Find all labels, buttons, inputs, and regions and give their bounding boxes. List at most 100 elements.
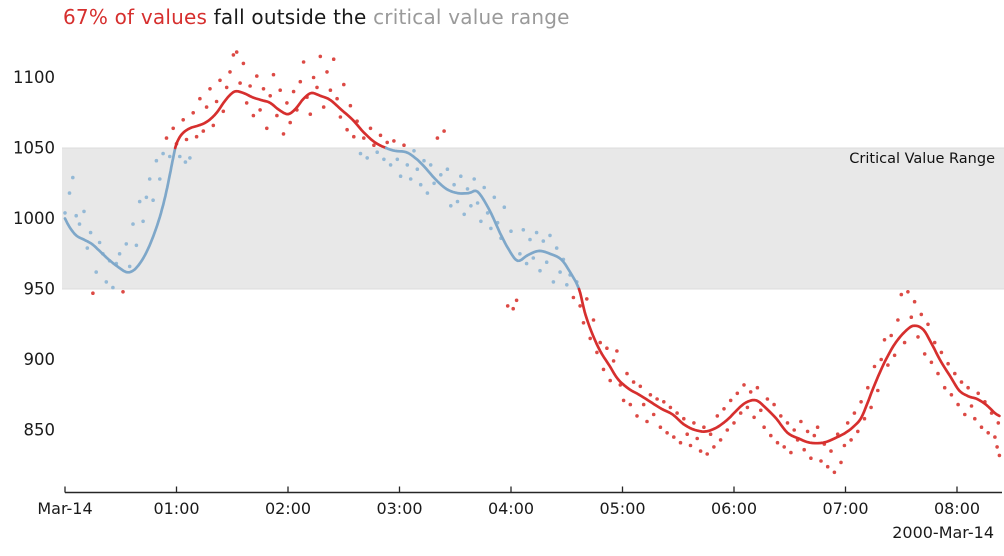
- scatter-point: [271, 72, 276, 77]
- scatter-point: [402, 143, 406, 147]
- scatter-point: [238, 81, 242, 85]
- trend-line-inside: [63, 146, 177, 274]
- scatter-point: [849, 438, 853, 442]
- scatter-point: [184, 137, 189, 142]
- scatter-point: [97, 240, 102, 245]
- scatter-point: [856, 429, 860, 434]
- scatter-point: [785, 421, 790, 425]
- scatter-point: [752, 415, 756, 420]
- scatter-point: [183, 160, 188, 164]
- scatter-point: [405, 163, 410, 167]
- scatter-point: [475, 201, 480, 205]
- scatter-point: [137, 199, 142, 204]
- scatter-point: [862, 416, 867, 421]
- scatter-point: [228, 70, 232, 74]
- y-tick-label: 1050: [13, 139, 55, 158]
- scatter-point: [872, 364, 877, 369]
- scatter-point: [725, 428, 730, 432]
- scatter-point: [435, 136, 440, 140]
- scatter-point: [164, 136, 169, 140]
- scatter-point: [154, 158, 159, 163]
- scatter-point: [942, 385, 947, 390]
- scatter-point: [548, 233, 552, 238]
- scatter-point: [198, 96, 202, 101]
- scatter-point: [732, 421, 736, 425]
- scatter-point: [211, 123, 216, 128]
- scatter-point: [261, 87, 266, 91]
- y-tick-label: 1000: [13, 209, 55, 228]
- scatter-point: [565, 283, 569, 287]
- scatter-point: [422, 158, 426, 163]
- x-tick-label: 03:00: [376, 499, 422, 518]
- scatter-point: [315, 85, 319, 90]
- scatter-point: [425, 191, 430, 195]
- scatter-point: [631, 380, 636, 384]
- scatter-point: [712, 445, 716, 449]
- scatter-point: [906, 290, 910, 294]
- scatter-point: [395, 157, 400, 162]
- scatter-point: [839, 460, 843, 465]
- chart-title: 67% of values fall outside the critical …: [63, 5, 570, 29]
- scatter-point: [479, 219, 483, 224]
- scatter-point: [932, 340, 937, 345]
- scatter-point: [645, 419, 649, 424]
- scatter-point: [692, 421, 696, 425]
- scatter-point: [388, 163, 393, 167]
- scatter-point: [134, 243, 139, 248]
- scatter-point: [231, 53, 236, 57]
- scatter-point: [802, 447, 806, 452]
- scatter-point: [382, 157, 386, 162]
- scatter-point: [442, 129, 446, 133]
- scatter-point: [735, 391, 740, 396]
- scatter-point: [412, 149, 416, 153]
- scatter-point: [949, 393, 954, 397]
- scatter-point: [882, 338, 887, 342]
- scatter-point: [698, 449, 703, 453]
- scatter-point: [665, 431, 669, 435]
- scatter-point: [415, 167, 420, 171]
- scatter-point: [685, 432, 689, 437]
- scatter-point: [916, 335, 920, 339]
- scatter-point: [445, 167, 450, 171]
- scatter-point: [997, 453, 1002, 458]
- scatter-point: [278, 88, 283, 92]
- scatter-point: [775, 440, 780, 445]
- trend-line-outside: [173, 89, 388, 150]
- scatter-point: [615, 349, 619, 353]
- y-tick-label: 1100: [13, 68, 55, 87]
- scatter-point: [208, 87, 212, 91]
- scatter-point: [362, 136, 366, 140]
- scatter-point: [511, 306, 515, 311]
- scatter-point: [321, 105, 326, 109]
- scatter-point: [852, 411, 857, 415]
- y-tick-label: 950: [24, 280, 56, 299]
- scatter-point: [531, 256, 536, 260]
- scatter-point: [956, 402, 960, 407]
- scatter-point: [328, 88, 333, 92]
- scatter-point: [455, 199, 460, 204]
- scatter-point: [995, 445, 999, 449]
- scatter-point: [485, 211, 490, 215]
- scatter-point: [77, 222, 82, 226]
- scatter-point: [147, 177, 152, 181]
- scatter-point: [742, 383, 746, 387]
- scatter-point: [301, 60, 306, 64]
- scatter-point: [993, 435, 997, 439]
- scatter-point: [929, 360, 934, 365]
- scatter-point: [946, 361, 950, 366]
- scatter-point: [866, 385, 870, 390]
- scatter-point: [959, 380, 964, 384]
- y-tick-label: 850: [24, 421, 56, 440]
- scatter-point: [124, 242, 129, 246]
- scatter-point: [829, 449, 833, 453]
- scatter-point: [275, 113, 279, 118]
- scatter-point: [598, 340, 602, 345]
- scatter-point: [635, 414, 639, 418]
- scatter-point: [896, 318, 900, 322]
- critical-band-label: Critical Value Range: [849, 151, 995, 167]
- scatter-point: [288, 120, 293, 125]
- scatter-point: [926, 322, 930, 327]
- scatter-point: [489, 226, 493, 231]
- scatter-point: [608, 378, 612, 383]
- x-tick-label: 02:00: [265, 499, 311, 518]
